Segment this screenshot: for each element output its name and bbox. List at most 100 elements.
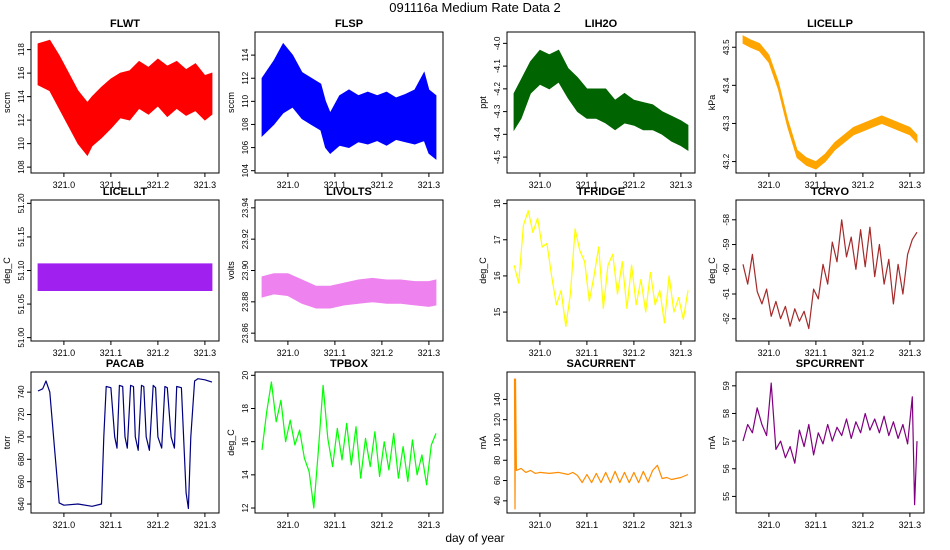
panel-flsp: FLSP 321.0 321.1 321.2 321.3 104 106 108 110 112 1… [226, 18, 444, 190]
y-tick-label: 80 [493, 455, 502, 464]
x-tick-label: 321.2 [623, 180, 646, 190]
panel-licellt: LICELLT 321.0 321.1 321.2 321.3 51.00 51.05 51.… [2, 186, 220, 358]
x-tick-label: 321.2 [852, 180, 875, 190]
y-axis-label: volts [226, 261, 236, 280]
y-tick-label: 18 [241, 404, 250, 413]
y-tick-label: 23.92 [241, 229, 250, 250]
y-tick-label: -4.1 [493, 59, 502, 73]
x-tick-label: 321.3 [418, 180, 441, 190]
y-axis-label: mA [707, 436, 717, 450]
plot-frame [506, 31, 696, 174]
x-tick-label: 321.3 [194, 520, 217, 530]
y-tick-label: 106 [241, 140, 250, 154]
plot-frame [254, 371, 444, 514]
x-tick-label: 321.2 [371, 348, 394, 358]
series-line-sacurrent [513, 378, 689, 510]
x-tick-label: 321.3 [194, 348, 217, 358]
y-tick-label: -4.5 [493, 150, 502, 164]
plot-frame [30, 31, 220, 174]
figure-title: 091116a Medium Rate Data 2 [389, 0, 561, 15]
x-tick-label: 321.0 [53, 180, 76, 190]
y-tick-label: 116 [17, 66, 26, 79]
x-tick-label: 321.2 [147, 520, 170, 530]
y-tick-label: 23.94 [241, 197, 250, 218]
y-tick-label: 57 [722, 436, 731, 445]
y-tick-label: -4.3 [493, 104, 502, 118]
panel-title: LICELLT [103, 186, 148, 198]
plot-frame [254, 199, 444, 342]
y-tick-label: 23.88 [241, 291, 250, 312]
series-line-tpbox [261, 381, 437, 509]
plot-frame [30, 371, 220, 514]
panel-title: SPCURRENT [796, 358, 865, 370]
y-tick-label: 51.15 [17, 226, 26, 247]
panel-title: LICELLP [807, 18, 853, 30]
y-tick-label: 140 [493, 392, 502, 406]
panel-title: LIVOLTS [326, 186, 372, 198]
y-tick-label: 110 [241, 94, 250, 107]
y-axis-label: sccm [226, 92, 236, 113]
panel-sacurrent: SACURRENT 321.0 321.1 321.2 321.3 40 60 80 100 12… [478, 358, 696, 530]
x-tick-label: 321.2 [147, 180, 170, 190]
y-tick-label: 16 [241, 437, 250, 446]
x-tick-label: 321.3 [194, 180, 217, 190]
y-axis-label: deg_C [2, 257, 12, 284]
x-tick-label: 321.2 [147, 348, 170, 358]
panel-title: FLSP [335, 18, 363, 30]
x-tick-label: 321.1 [805, 180, 828, 190]
x-tick-label: 321.1 [100, 520, 123, 530]
panel-title: TCRYO [811, 186, 850, 198]
x-tick-label: 321.3 [899, 348, 922, 358]
panel-title: SACURRENT [566, 358, 635, 370]
panel-licellp: LICELLP 321.0 321.1 321.2 321.3 43.2 43.3 43.4 4… [707, 18, 925, 190]
y-tick-label: 660 [17, 474, 26, 488]
y-axis-label: ppt [478, 96, 488, 109]
y-tick-label: -59 [722, 238, 731, 250]
y-tick-label: 112 [17, 113, 26, 126]
panel-flwt: FLWT 321.0 321.1 321.2 321.3 108 110 112 114 116 1… [2, 18, 220, 190]
y-tick-label: 60 [493, 476, 502, 485]
y-tick-label: 18 [493, 199, 502, 208]
panel-title: PACAB [106, 358, 144, 370]
x-tick-label: 321.1 [576, 348, 599, 358]
panel-pacab: PACAB 321.0 321.1 321.2 321.3 640 660 680 700 720… [2, 358, 220, 530]
y-tick-label: 23.86 [241, 323, 250, 344]
y-tick-label: 12 [241, 503, 250, 512]
y-tick-label: 51.20 [17, 193, 26, 214]
y-axis-label: deg_C [478, 257, 488, 284]
y-tick-label: 43.5 [722, 39, 731, 55]
y-axis-label: deg_C [707, 257, 717, 284]
x-tick-label: 321.2 [371, 520, 394, 530]
y-tick-label: 118 [17, 43, 26, 56]
panel-title: LIH2O [585, 18, 618, 30]
series-line-spcurrent [742, 382, 918, 506]
y-tick-label: 112 [241, 71, 250, 84]
y-tick-label: 56 [722, 464, 731, 473]
panel-spcurrent: SPCURRENT 321.0 321.1 321.2 321.3 55 56 57 58 59 m… [707, 358, 925, 530]
panel-tfridge: TFRIDGE 321.0 321.1 321.2 321.3 15 16 17 18 deg_C [478, 186, 696, 358]
y-tick-label: 110 [17, 137, 26, 150]
series-line-tcryo [742, 219, 918, 330]
plot-frame [735, 31, 925, 174]
y-tick-label: 114 [241, 48, 250, 61]
x-axis-label: day of year [445, 531, 505, 545]
y-tick-label: -62 [722, 312, 731, 324]
panel-title: FLWT [110, 18, 140, 30]
y-tick-label: 43.3 [722, 115, 731, 131]
y-tick-label: -61 [722, 288, 731, 300]
y-tick-label: 20 [241, 370, 250, 379]
x-tick-label: 321.1 [100, 348, 123, 358]
series-line-pacab [37, 378, 213, 510]
x-tick-label: 321.1 [576, 520, 599, 530]
x-tick-label: 321.3 [418, 348, 441, 358]
y-tick-label: 51.05 [17, 294, 26, 315]
y-tick-label: 17 [493, 235, 502, 244]
plot-frame [735, 371, 925, 514]
y-tick-label: 740 [17, 385, 26, 399]
y-tick-label: 120 [493, 412, 502, 426]
x-tick-label: 321.0 [277, 520, 300, 530]
panel-title: TFRIDGE [577, 186, 625, 198]
series-band-flwt [37, 39, 213, 157]
